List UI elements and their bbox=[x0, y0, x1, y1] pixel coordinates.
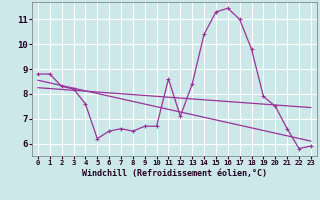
X-axis label: Windchill (Refroidissement éolien,°C): Windchill (Refroidissement éolien,°C) bbox=[82, 169, 267, 178]
